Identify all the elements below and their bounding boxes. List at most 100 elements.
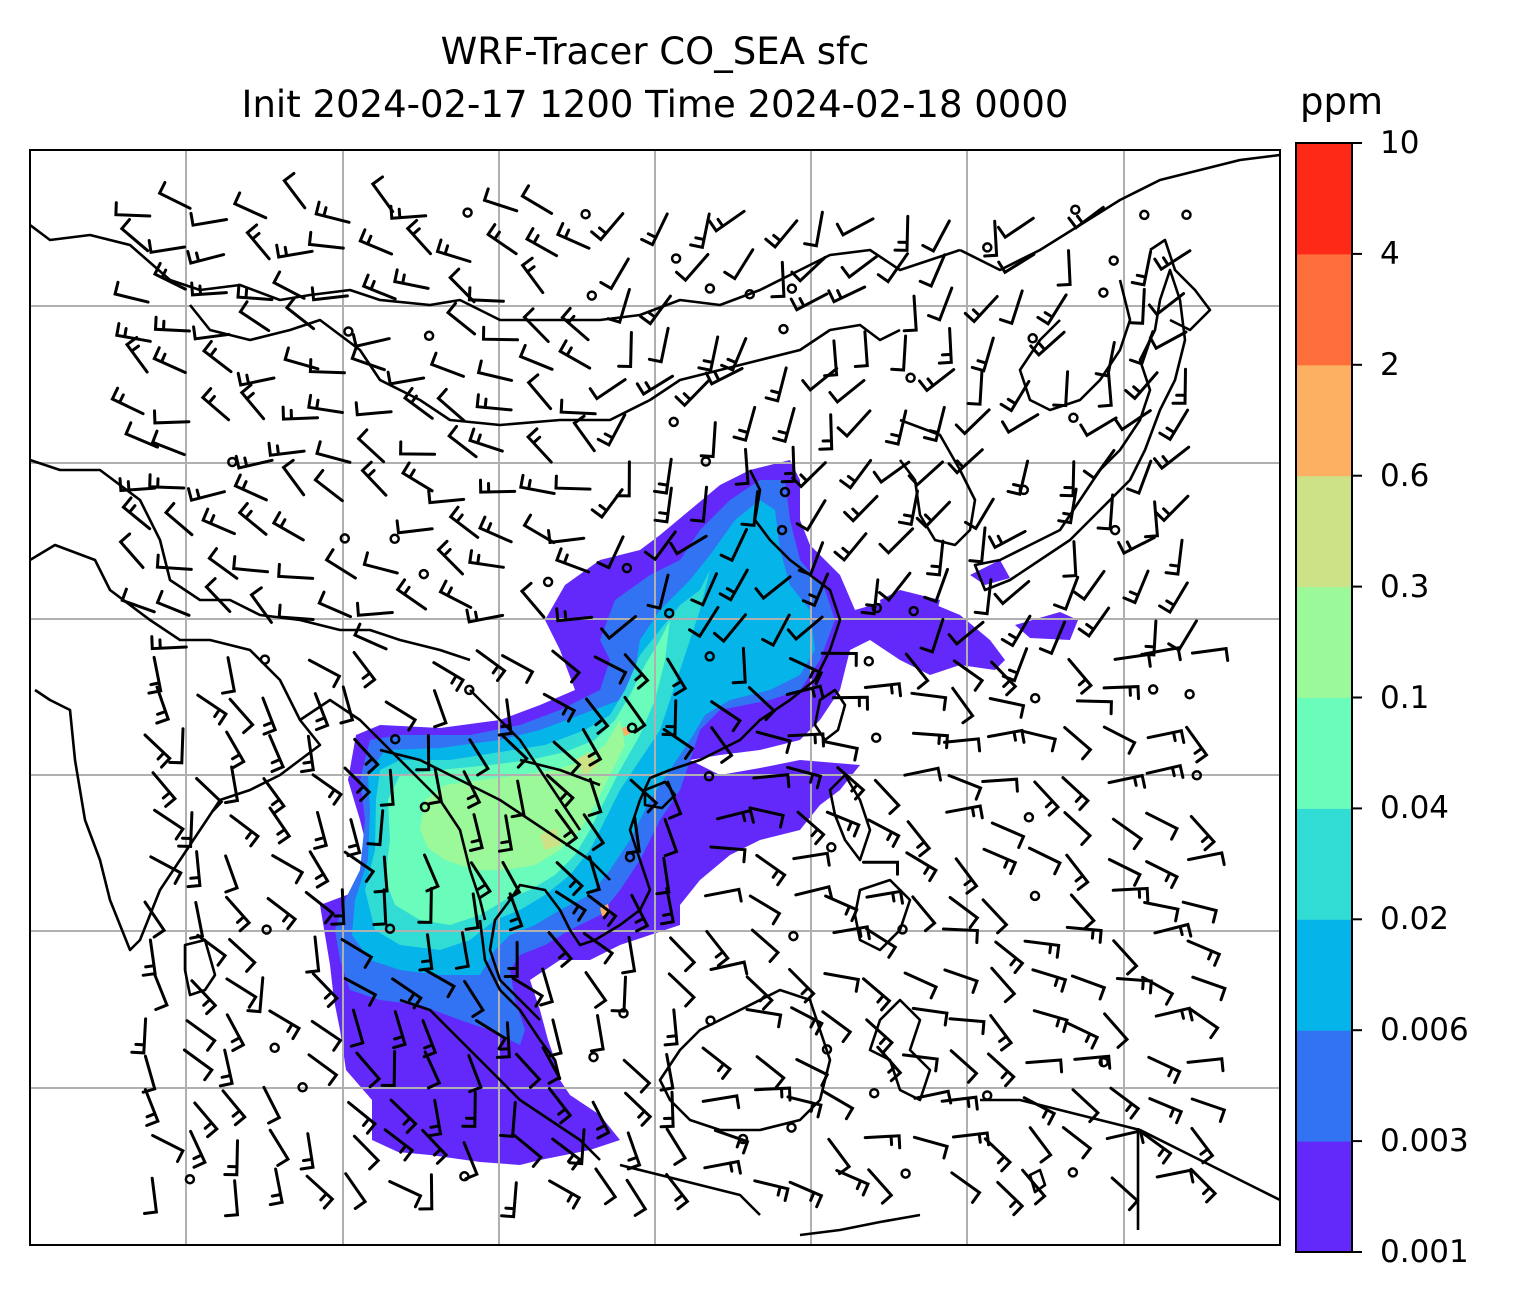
wind-barb (666, 657, 688, 697)
wind-barb (121, 496, 152, 531)
wind-barb (754, 575, 792, 601)
calm-circle (663, 607, 675, 619)
wind-barb (705, 930, 730, 968)
wind-barb (581, 728, 603, 767)
wind-barb (893, 214, 910, 252)
wind-barb (772, 407, 796, 444)
calm-circle (737, 1133, 749, 1145)
wind-barb (124, 336, 149, 374)
wind-barb (584, 971, 608, 1009)
calm-circle (704, 283, 716, 294)
wind-barb (464, 892, 480, 931)
wind-barb (1141, 975, 1175, 1006)
wind-barb (1146, 729, 1186, 744)
wind-barb (463, 979, 485, 1018)
wind-barb (118, 532, 145, 569)
wind-barb (474, 1019, 508, 1051)
wind-barb (1141, 1131, 1173, 1165)
wind-barb (675, 253, 710, 283)
wind-barb (448, 505, 480, 539)
calm-circle (1139, 209, 1150, 221)
calm-circle (905, 372, 916, 384)
wind-barb (447, 425, 478, 459)
wind-barb (786, 1095, 823, 1119)
wind-barb (221, 1089, 247, 1127)
wind-barb (307, 658, 342, 689)
wind-barb (182, 1048, 214, 1082)
wind-barb (707, 209, 746, 233)
wind-barb (968, 526, 987, 564)
wind-barb (734, 447, 750, 486)
wind-barb (373, 855, 389, 894)
wind-barb (610, 975, 627, 1013)
wind-barb (923, 567, 949, 604)
wind-barb (275, 243, 314, 259)
wind-barb (943, 737, 982, 753)
wind-barb (662, 727, 695, 760)
wind-barb (143, 1176, 159, 1215)
malay-coast (478, 919, 562, 1081)
calm-circle (1023, 812, 1035, 823)
wind-barb (115, 322, 152, 343)
calm-circle (788, 930, 799, 942)
wind-barb (863, 1134, 902, 1150)
wind-barb (232, 191, 268, 220)
wind-barb (853, 330, 869, 368)
wind-barb (720, 337, 748, 372)
japan-coast (973, 268, 1187, 592)
wind-barb (1164, 538, 1184, 576)
wind-barb (110, 386, 145, 416)
wind-barb (945, 804, 984, 820)
wind-barb (392, 1010, 407, 1050)
wind-barb (1065, 853, 1090, 891)
wind-barb (994, 940, 1025, 975)
wind-barb (836, 766, 866, 801)
wind-barb (1069, 893, 1096, 930)
wind-barb (629, 778, 659, 814)
wind-barb (748, 806, 785, 829)
wind-barb (386, 370, 426, 386)
wind-barb (467, 286, 505, 303)
wind-barb (1079, 416, 1118, 438)
calm-circle (1027, 333, 1038, 344)
colorbar-swatch (1296, 1030, 1352, 1142)
wind-barb (623, 696, 647, 734)
wind-barb (148, 473, 186, 490)
wind-barb (124, 421, 159, 449)
sumatra-coast (399, 998, 601, 1161)
wind-barb (515, 1052, 542, 1089)
wind-barb (1111, 817, 1144, 851)
wind-barb (840, 255, 878, 280)
wind-barb (755, 730, 792, 754)
wind-barb (1071, 1088, 1101, 1124)
wind-barb (1143, 901, 1180, 923)
wind-barb (747, 686, 777, 722)
wind-barb (468, 427, 504, 453)
wind-barb (1031, 968, 1068, 993)
wind-barb (361, 273, 397, 301)
wind-barb (500, 733, 529, 769)
wind-barb (388, 1180, 423, 1209)
wind-barb (878, 571, 912, 603)
wind-barb (1038, 620, 1067, 656)
wind-barb (236, 371, 276, 387)
wind-barb (582, 813, 606, 852)
wind-barb (903, 971, 939, 1000)
wind-barb (667, 972, 697, 1008)
calm-circle (1067, 1167, 1079, 1178)
wind-barb (998, 289, 1024, 326)
wind-barb (827, 285, 867, 304)
colorbar-swatch (1296, 1141, 1352, 1253)
wind-barb (867, 1168, 894, 1205)
wind-barb (831, 695, 869, 711)
wind-barb (643, 530, 677, 562)
wind-barb (554, 474, 592, 491)
wind-barb (990, 966, 1017, 1004)
calm-circle (1098, 287, 1109, 298)
colorbar-swatch (1296, 697, 1352, 809)
wind-barb (284, 296, 316, 331)
wind-barb (941, 927, 979, 944)
wind-barb (606, 288, 631, 324)
wind-barb (344, 1172, 368, 1210)
wind-barb (547, 1018, 563, 1058)
